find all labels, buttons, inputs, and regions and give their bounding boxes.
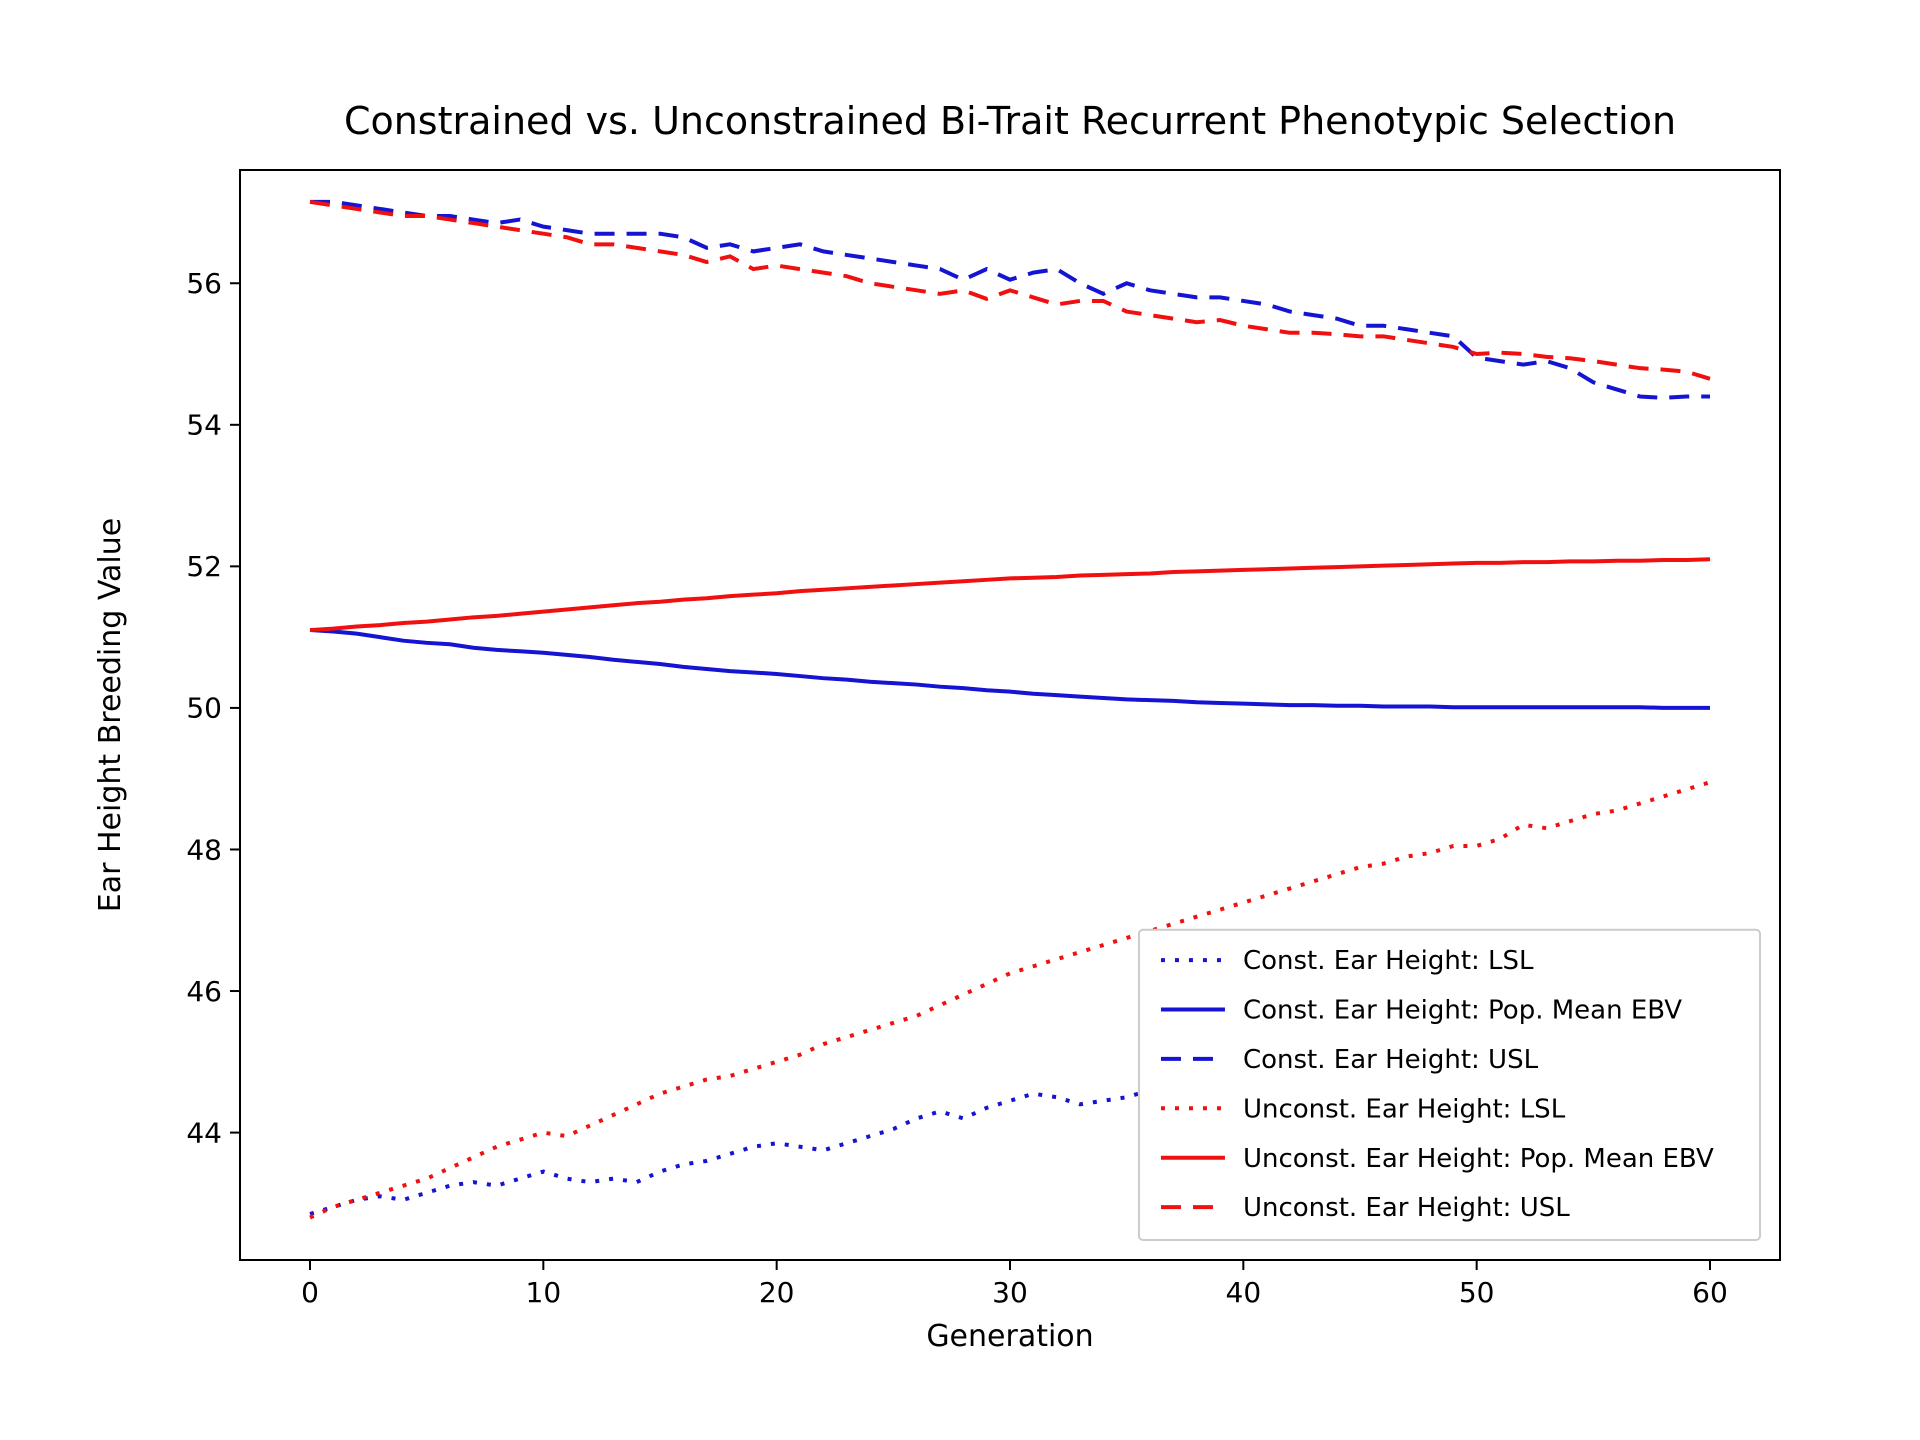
legend-label: Unconst. Ear Height: USL [1243,1193,1570,1223]
y-tick-label: 54 [186,409,222,442]
x-tick-label: 60 [1692,1276,1728,1309]
x-tick-label: 10 [526,1276,562,1309]
chart-container: 0 10 20 30 40 50 60 44 46 48 50 52 54 56 Generation Ear… [0,0,1920,1440]
chart-svg: 0 10 20 30 40 50 60 44 46 48 50 52 54 56 Generation Ear… [0,0,1920,1440]
y-tick-label: 48 [186,833,222,866]
y-tick-label: 50 [186,692,222,725]
x-tick-label: 30 [992,1276,1028,1309]
y-tick-label: 56 [186,267,222,300]
x-tick-label: 0 [301,1276,319,1309]
y-tick-label: 46 [186,975,222,1008]
legend-label: Unconst. Ear Height: Pop. Mean EBV [1243,1144,1714,1174]
chart-title: Constrained vs. Unconstrained Bi-Trait R… [344,99,1676,143]
legend-label: Const. Ear Height: Pop. Mean EBV [1243,996,1682,1026]
legend-label: Const. Ear Height: USL [1243,1045,1539,1075]
x-tick-label: 50 [1459,1276,1495,1309]
legend-label: Unconst. Ear Height: LSL [1243,1094,1566,1124]
y-tick-label: 52 [186,550,222,583]
y-tick-label: 44 [186,1116,222,1149]
x-tick-label: 40 [1226,1276,1262,1309]
y-axis-label: Ear Height Breeding Value [93,518,128,912]
legend-label: Const. Ear Height: LSL [1243,946,1534,976]
x-axis-label: Generation [926,1319,1093,1354]
x-tick-label: 20 [759,1276,795,1309]
